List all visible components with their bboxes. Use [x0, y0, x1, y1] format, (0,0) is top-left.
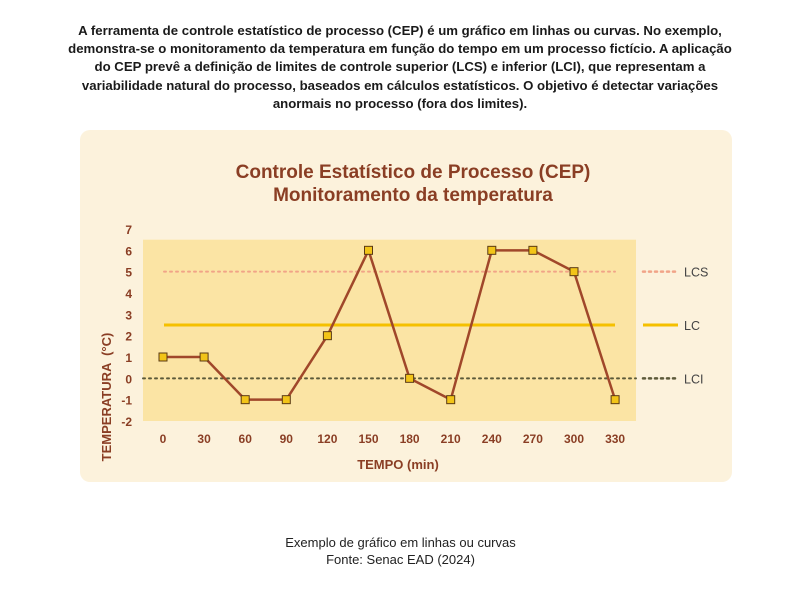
x-axis-label: TEMPO (min): [357, 457, 439, 472]
data-point: [158, 352, 168, 362]
y-tick-label: 0: [125, 372, 132, 386]
x-tick-label: 30: [197, 432, 211, 446]
y-tick-label: -2: [121, 415, 132, 429]
cep-line-chart: Controle Estatístico de Processo (CEP) M…: [99, 162, 708, 472]
x-tick-label: 60: [239, 432, 253, 446]
legend-label-lcs: LCS: [684, 266, 708, 280]
y-tick-label: 1: [125, 351, 132, 365]
y-tick-label: 4: [125, 287, 132, 301]
data-point: [281, 395, 291, 405]
data-point: [446, 395, 456, 405]
data-point: [528, 245, 538, 255]
y-axis-label: TEMPERATURA (°C): [99, 333, 114, 462]
data-point: [199, 352, 209, 362]
x-tick-label: 240: [482, 432, 502, 446]
data-point: [322, 331, 332, 341]
x-tick-label: 120: [317, 432, 337, 446]
y-tick-label: 2: [125, 330, 132, 344]
y-tick-label: 3: [125, 308, 132, 322]
data-point: [610, 395, 620, 405]
data-point: [487, 245, 497, 255]
chart-card: Controle Estatístico de Processo (CEP) M…: [80, 130, 732, 482]
data-point: [240, 395, 250, 405]
y-tick-label: 6: [125, 244, 132, 258]
x-tick-label: 210: [441, 432, 461, 446]
y-tick-label: 5: [125, 266, 132, 280]
caption-text: Exemplo de gráfico em linhas ou curvas: [285, 535, 516, 550]
x-tick-label: 300: [564, 432, 584, 446]
x-tick-label: 330: [605, 432, 625, 446]
x-tick-label: 180: [400, 432, 420, 446]
x-tick-label: 150: [358, 432, 378, 446]
data-point: [569, 267, 579, 277]
data-point: [405, 373, 415, 383]
plot-area: [143, 239, 636, 421]
legend-label-lc: LC: [684, 319, 700, 333]
y-tick-label: 7: [125, 223, 132, 237]
data-point: [364, 245, 373, 255]
figure-caption: Exemplo de gráfico em linhas ou curvas F…: [0, 534, 801, 568]
x-tick-label: 0: [160, 432, 167, 446]
x-tick-label: 90: [280, 432, 294, 446]
chart-subtitle: Monitoramento da temperatura: [273, 185, 553, 206]
legend-label-lci: LCI: [684, 372, 703, 386]
chart-title: Controle Estatístico de Processo (CEP): [236, 162, 591, 183]
caption-source: Fonte: Senac EAD (2024): [326, 552, 475, 567]
series-line: [163, 249, 617, 401]
x-tick-label: 270: [523, 432, 543, 446]
y-tick-label: -1: [121, 394, 132, 408]
intro-paragraph: A ferramenta de controle estatístico de …: [68, 23, 732, 111]
